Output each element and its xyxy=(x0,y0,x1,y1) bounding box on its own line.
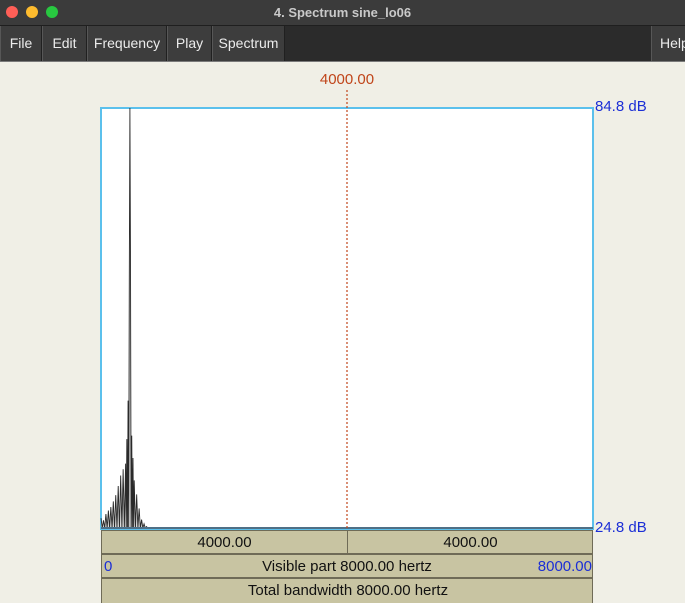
visible-part-bar: 0 Visible part 8000.00 hertz 8000.00 xyxy=(101,554,593,578)
window-title: 4. Spectrum sine_lo06 xyxy=(273,5,412,20)
total-bandwidth-bar: Total bandwidth 8000.00 hertz xyxy=(101,578,593,603)
close-window-button[interactable] xyxy=(6,6,18,18)
db-min-label: 24.8 dB xyxy=(595,519,647,536)
band-width-bar: 4000.00 4000.00 xyxy=(101,530,593,554)
menu-play[interactable]: Play xyxy=(167,26,212,61)
menu-file[interactable]: File xyxy=(0,26,42,61)
left-band-width[interactable]: 4000.00 xyxy=(197,534,252,551)
menu-bar: File Edit Frequency Play Spectrum Help xyxy=(0,26,685,62)
visible-part-label[interactable]: Visible part 8000.00 hertz xyxy=(262,558,432,575)
minimize-window-button[interactable] xyxy=(26,6,38,18)
right-band-width[interactable]: 4000.00 xyxy=(443,534,498,551)
menu-help[interactable]: Help xyxy=(651,26,685,61)
spectrum-line xyxy=(100,107,151,529)
visible-start-label: 0 xyxy=(104,558,113,575)
menu-edit[interactable]: Edit xyxy=(42,26,87,61)
db-max-label: 84.8 dB xyxy=(595,98,647,115)
total-bandwidth-label[interactable]: Total bandwidth 8000.00 hertz xyxy=(247,582,449,599)
band-divider xyxy=(347,531,348,554)
visible-end-label: 8000.00 xyxy=(537,558,592,575)
maximize-window-button[interactable] xyxy=(46,6,58,18)
cursor-frequency-label: 4000.00 xyxy=(319,71,375,88)
menu-spectrum[interactable]: Spectrum xyxy=(212,26,285,61)
menu-frequency[interactable]: Frequency xyxy=(87,26,167,61)
title-bar: 4. Spectrum sine_lo06 xyxy=(0,0,685,26)
